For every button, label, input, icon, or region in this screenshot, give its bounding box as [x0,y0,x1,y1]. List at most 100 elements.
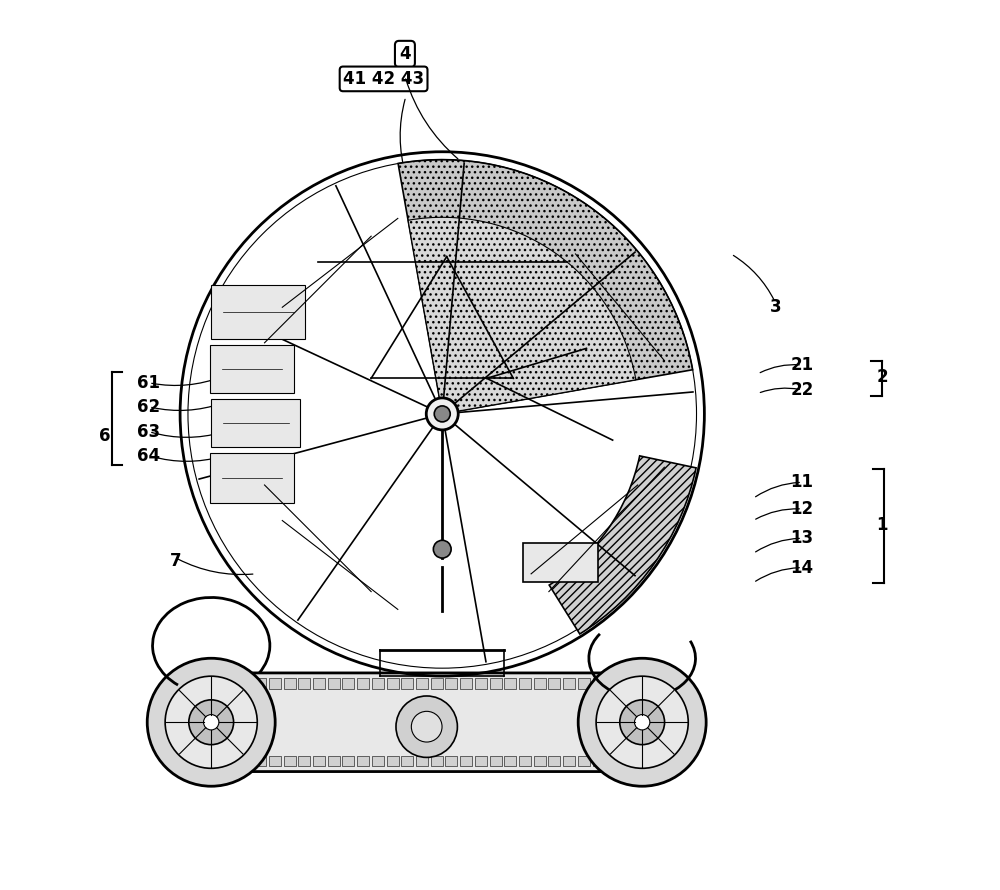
Circle shape [434,406,450,422]
FancyBboxPatch shape [490,756,502,766]
FancyBboxPatch shape [284,756,296,766]
FancyBboxPatch shape [578,756,590,766]
FancyBboxPatch shape [460,756,472,766]
FancyBboxPatch shape [534,756,546,766]
FancyBboxPatch shape [607,678,619,689]
FancyBboxPatch shape [475,678,487,689]
FancyBboxPatch shape [298,678,310,689]
FancyBboxPatch shape [211,399,300,447]
Text: 62: 62 [137,398,161,416]
Text: 1: 1 [876,516,888,534]
FancyBboxPatch shape [195,678,207,689]
FancyBboxPatch shape [445,756,457,766]
FancyBboxPatch shape [328,756,340,766]
Text: 4: 4 [399,45,411,63]
FancyBboxPatch shape [342,756,354,766]
Text: 6: 6 [99,427,110,445]
FancyBboxPatch shape [210,345,294,393]
FancyBboxPatch shape [284,678,296,689]
Circle shape [433,540,451,558]
Circle shape [635,715,650,730]
FancyBboxPatch shape [211,285,305,339]
FancyBboxPatch shape [593,756,605,766]
FancyBboxPatch shape [622,678,634,689]
FancyBboxPatch shape [490,678,502,689]
FancyBboxPatch shape [298,756,310,766]
Text: 21: 21 [791,356,814,374]
FancyBboxPatch shape [401,678,413,689]
Circle shape [165,676,257,768]
FancyBboxPatch shape [651,678,664,689]
FancyBboxPatch shape [239,678,251,689]
Circle shape [189,700,234,745]
FancyBboxPatch shape [548,756,560,766]
FancyBboxPatch shape [578,678,590,689]
FancyBboxPatch shape [372,756,384,766]
Wedge shape [408,217,636,414]
FancyBboxPatch shape [460,678,472,689]
Circle shape [426,398,458,430]
FancyBboxPatch shape [445,678,457,689]
FancyBboxPatch shape [416,678,428,689]
Text: 61: 61 [137,374,160,392]
Text: 22: 22 [791,381,814,399]
FancyBboxPatch shape [210,756,222,766]
FancyBboxPatch shape [431,678,443,689]
FancyBboxPatch shape [357,756,369,766]
FancyBboxPatch shape [475,756,487,766]
Circle shape [396,696,457,757]
Circle shape [204,715,219,730]
FancyBboxPatch shape [313,678,325,689]
Circle shape [411,711,442,742]
FancyBboxPatch shape [593,678,605,689]
Circle shape [578,659,706,786]
FancyBboxPatch shape [431,756,443,766]
FancyBboxPatch shape [313,756,325,766]
FancyBboxPatch shape [519,678,531,689]
FancyBboxPatch shape [504,756,516,766]
Text: 11: 11 [791,473,814,491]
Text: 12: 12 [791,500,814,518]
Circle shape [620,700,665,745]
FancyBboxPatch shape [254,756,266,766]
FancyBboxPatch shape [269,756,281,766]
FancyBboxPatch shape [210,453,294,503]
FancyBboxPatch shape [372,678,384,689]
FancyBboxPatch shape [523,543,598,582]
FancyBboxPatch shape [225,756,237,766]
FancyBboxPatch shape [269,678,281,689]
FancyBboxPatch shape [416,756,428,766]
FancyBboxPatch shape [548,678,560,689]
FancyBboxPatch shape [651,756,664,766]
FancyBboxPatch shape [401,756,413,766]
FancyBboxPatch shape [622,756,634,766]
Text: 41 42 43: 41 42 43 [343,70,424,88]
Text: 2: 2 [876,368,888,386]
FancyBboxPatch shape [563,678,575,689]
Text: 64: 64 [137,447,161,465]
Circle shape [147,659,275,786]
FancyBboxPatch shape [328,678,340,689]
FancyBboxPatch shape [534,678,546,689]
Text: 5: 5 [241,374,252,392]
Circle shape [596,676,688,768]
Text: 13: 13 [791,530,814,547]
FancyBboxPatch shape [519,756,531,766]
Text: 63: 63 [137,423,161,441]
FancyBboxPatch shape [563,756,575,766]
FancyBboxPatch shape [195,756,207,766]
FancyBboxPatch shape [637,756,649,766]
FancyBboxPatch shape [342,678,354,689]
FancyBboxPatch shape [387,756,399,766]
FancyBboxPatch shape [177,673,680,772]
FancyBboxPatch shape [504,678,516,689]
Wedge shape [398,159,693,414]
FancyBboxPatch shape [357,678,369,689]
Wedge shape [549,456,696,634]
FancyBboxPatch shape [387,678,399,689]
FancyBboxPatch shape [607,756,619,766]
FancyBboxPatch shape [225,678,237,689]
FancyBboxPatch shape [637,678,649,689]
Text: 3: 3 [770,298,781,316]
FancyBboxPatch shape [210,678,222,689]
